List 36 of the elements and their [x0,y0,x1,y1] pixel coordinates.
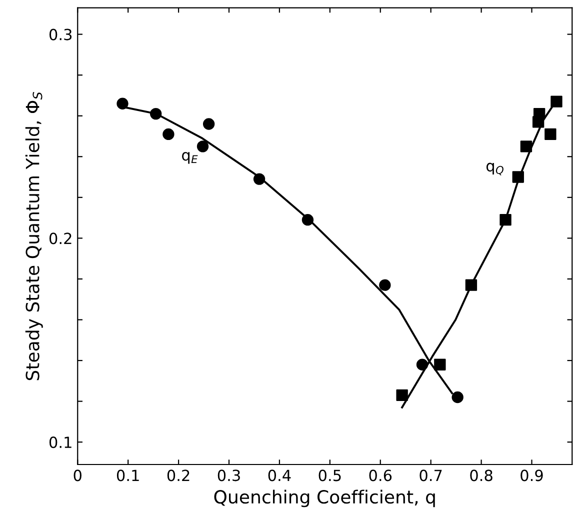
x-tick-label: 0.9 [520,470,543,482]
x-tick-label: 0.5 [318,470,341,482]
x-tick-label: 0 [74,470,82,482]
x-tick-label: 0.4 [268,470,291,482]
x-tick-label: 0.6 [369,470,392,482]
y-tick-label: 0.1 [49,436,72,448]
point [302,214,314,226]
point [434,358,446,370]
point [150,108,162,120]
x-tick-label: 0.3 [218,470,240,482]
y-tick-label: 0.3 [49,28,72,40]
point [116,98,128,110]
point [379,279,391,291]
y-axis-title: Steady State Quantum Yield, Φ$_{S}$ [25,92,43,380]
point [520,140,532,152]
point [416,358,428,370]
y-tick-label: 0.2 [49,232,72,244]
x-tick-label: 0.8 [470,470,492,482]
x-tick-label: 0.1 [116,470,139,482]
point [544,128,556,140]
x-axis-title: Quenching Coefficient, q [214,490,435,508]
point [533,108,546,120]
point [465,279,478,291]
x-tick-label: 0.7 [420,470,442,482]
point [202,118,215,130]
series-label: q$_{Q}$ [486,162,504,176]
point [196,140,209,152]
point [512,171,524,183]
series-label: q$_{E}$ [182,152,198,164]
point [500,214,512,226]
point [162,128,174,140]
point [550,96,562,108]
point [396,389,408,402]
x-tick-label: 0.2 [167,470,190,482]
point [452,391,464,404]
point [253,173,266,185]
